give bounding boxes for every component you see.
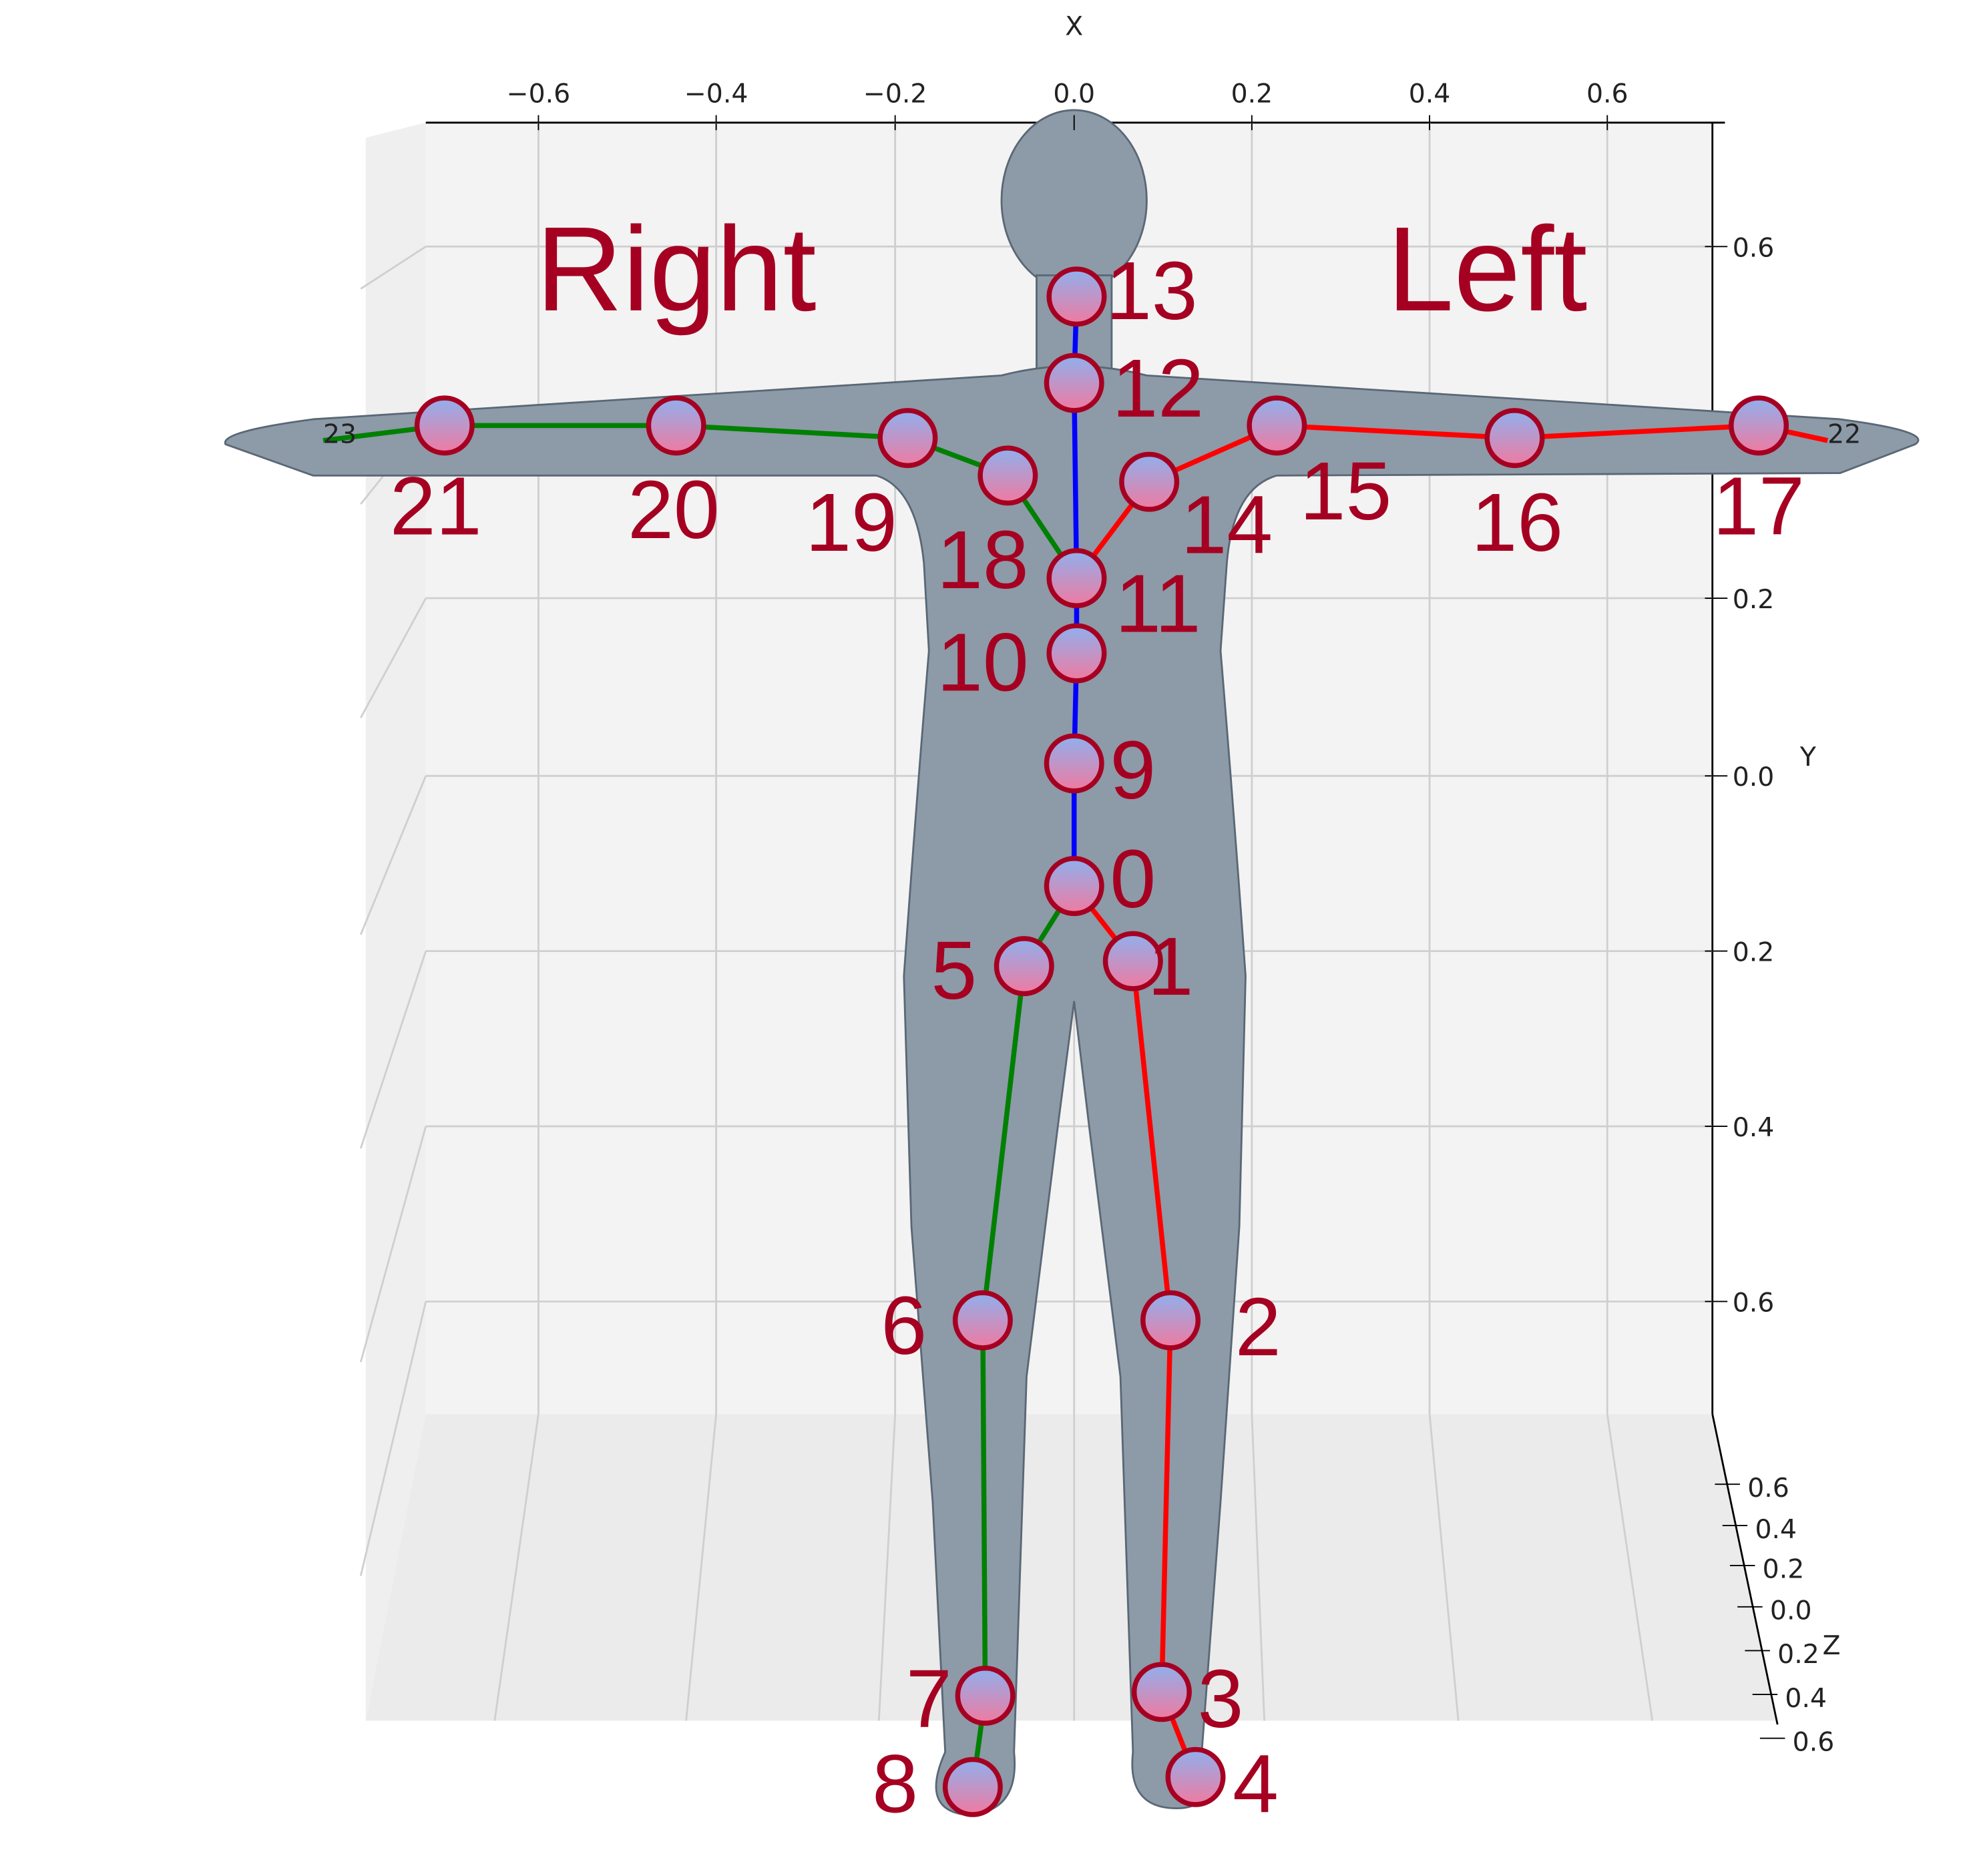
joints — [414, 266, 1789, 1817]
grid-line — [360, 246, 427, 290]
joint — [1247, 395, 1307, 456]
joint — [1046, 548, 1107, 609]
joint-label: 6 — [881, 1280, 927, 1372]
x-tick-label: −0.6 — [507, 79, 571, 109]
joint — [1729, 395, 1789, 456]
grid-line — [877, 1414, 897, 1721]
grid-line — [1428, 1414, 1460, 1721]
joint — [1165, 1746, 1226, 1807]
joint-label: 5 — [931, 925, 977, 1017]
joint-label: 16 — [1471, 477, 1563, 569]
grid — [359, 122, 1713, 1721]
joint — [1484, 408, 1545, 469]
joint-label: 9 — [1110, 724, 1156, 816]
z-tick-label: 0.2 — [1763, 1554, 1805, 1585]
joint — [1119, 451, 1180, 512]
z-tick-label: 0.4 — [1755, 1514, 1797, 1545]
joint-label: 3 — [1198, 1653, 1244, 1745]
joint — [977, 445, 1038, 506]
joint — [1102, 931, 1163, 991]
axis-label: Y — [1799, 742, 1817, 772]
y-tick-label: 0.4 — [1733, 1112, 1775, 1143]
joint — [1046, 623, 1107, 684]
joint — [1140, 1290, 1201, 1351]
joint — [952, 1290, 1013, 1351]
grid-line — [359, 951, 427, 1149]
x-tick-label: 0.4 — [1409, 79, 1451, 109]
x-tick-label: −0.2 — [863, 79, 927, 109]
joint-label: 11 — [1115, 558, 1201, 650]
joint — [646, 395, 706, 456]
z-tick-label: 0.0 — [1770, 1596, 1812, 1626]
side-label: Left — [1387, 202, 1587, 336]
joint-label: 21 — [390, 460, 482, 552]
y-tick-label: 0.0 — [1733, 762, 1775, 792]
joint-label: 8 — [872, 1738, 918, 1830]
joint-label: 13 — [1106, 245, 1198, 337]
joint — [1046, 266, 1107, 327]
side-label: Right — [536, 202, 817, 336]
y-tick-label: 0.2 — [1733, 584, 1775, 615]
joint-label: 10 — [937, 617, 1029, 709]
grid-line — [359, 1301, 427, 1576]
grid-line — [359, 1126, 427, 1363]
joint — [994, 936, 1054, 997]
z-tick-label: 0.2 — [1777, 1639, 1819, 1670]
axis-label: Z — [1823, 1630, 1841, 1661]
joint-label: 14 — [1181, 479, 1273, 571]
joint-label: 1 — [1148, 921, 1194, 1013]
end-label: 22 — [1827, 419, 1861, 450]
grid-line — [1606, 1413, 1654, 1721]
x-tick-label: −0.4 — [684, 79, 748, 109]
joint-label: 17 — [1713, 460, 1805, 552]
joint — [877, 408, 938, 469]
end-label: 23 — [323, 419, 357, 450]
joint — [942, 1756, 1003, 1817]
z-tick-label: 0.4 — [1785, 1683, 1827, 1714]
joint — [955, 1665, 1016, 1726]
grid-line — [1251, 1414, 1266, 1721]
joint-label: 15 — [1300, 445, 1392, 537]
x-tick-label: 0.6 — [1586, 79, 1628, 109]
y-tick-label: 0.6 — [1733, 1287, 1775, 1318]
x-tick-label: 0.2 — [1231, 79, 1273, 109]
joint-label: 19 — [805, 477, 897, 569]
grid-line — [685, 1414, 718, 1721]
joint — [1044, 353, 1104, 413]
joint — [1131, 1662, 1192, 1722]
joint-label: 12 — [1112, 342, 1204, 435]
joint-label: 4 — [1233, 1738, 1279, 1830]
joint-label: 18 — [937, 514, 1029, 606]
joint — [414, 395, 475, 456]
joint-label: 2 — [1235, 1281, 1281, 1373]
z-tick-label: 0.6 — [1747, 1473, 1789, 1503]
joint-label: 7 — [906, 1653, 952, 1745]
axis-label: X — [1065, 11, 1083, 41]
grid-line — [360, 598, 427, 718]
joint — [1044, 856, 1104, 917]
joint-label: 20 — [628, 464, 720, 556]
grid-line — [359, 775, 427, 935]
joint-label: 0 — [1110, 833, 1156, 925]
grid-line — [493, 1413, 539, 1721]
y-tick-label: 0.6 — [1733, 232, 1775, 263]
y-tick-label: 0.2 — [1733, 937, 1775, 968]
z-tick-label: 0.6 — [1793, 1726, 1835, 1757]
x-tick-label: 0.0 — [1053, 79, 1095, 109]
joint — [1044, 733, 1104, 794]
